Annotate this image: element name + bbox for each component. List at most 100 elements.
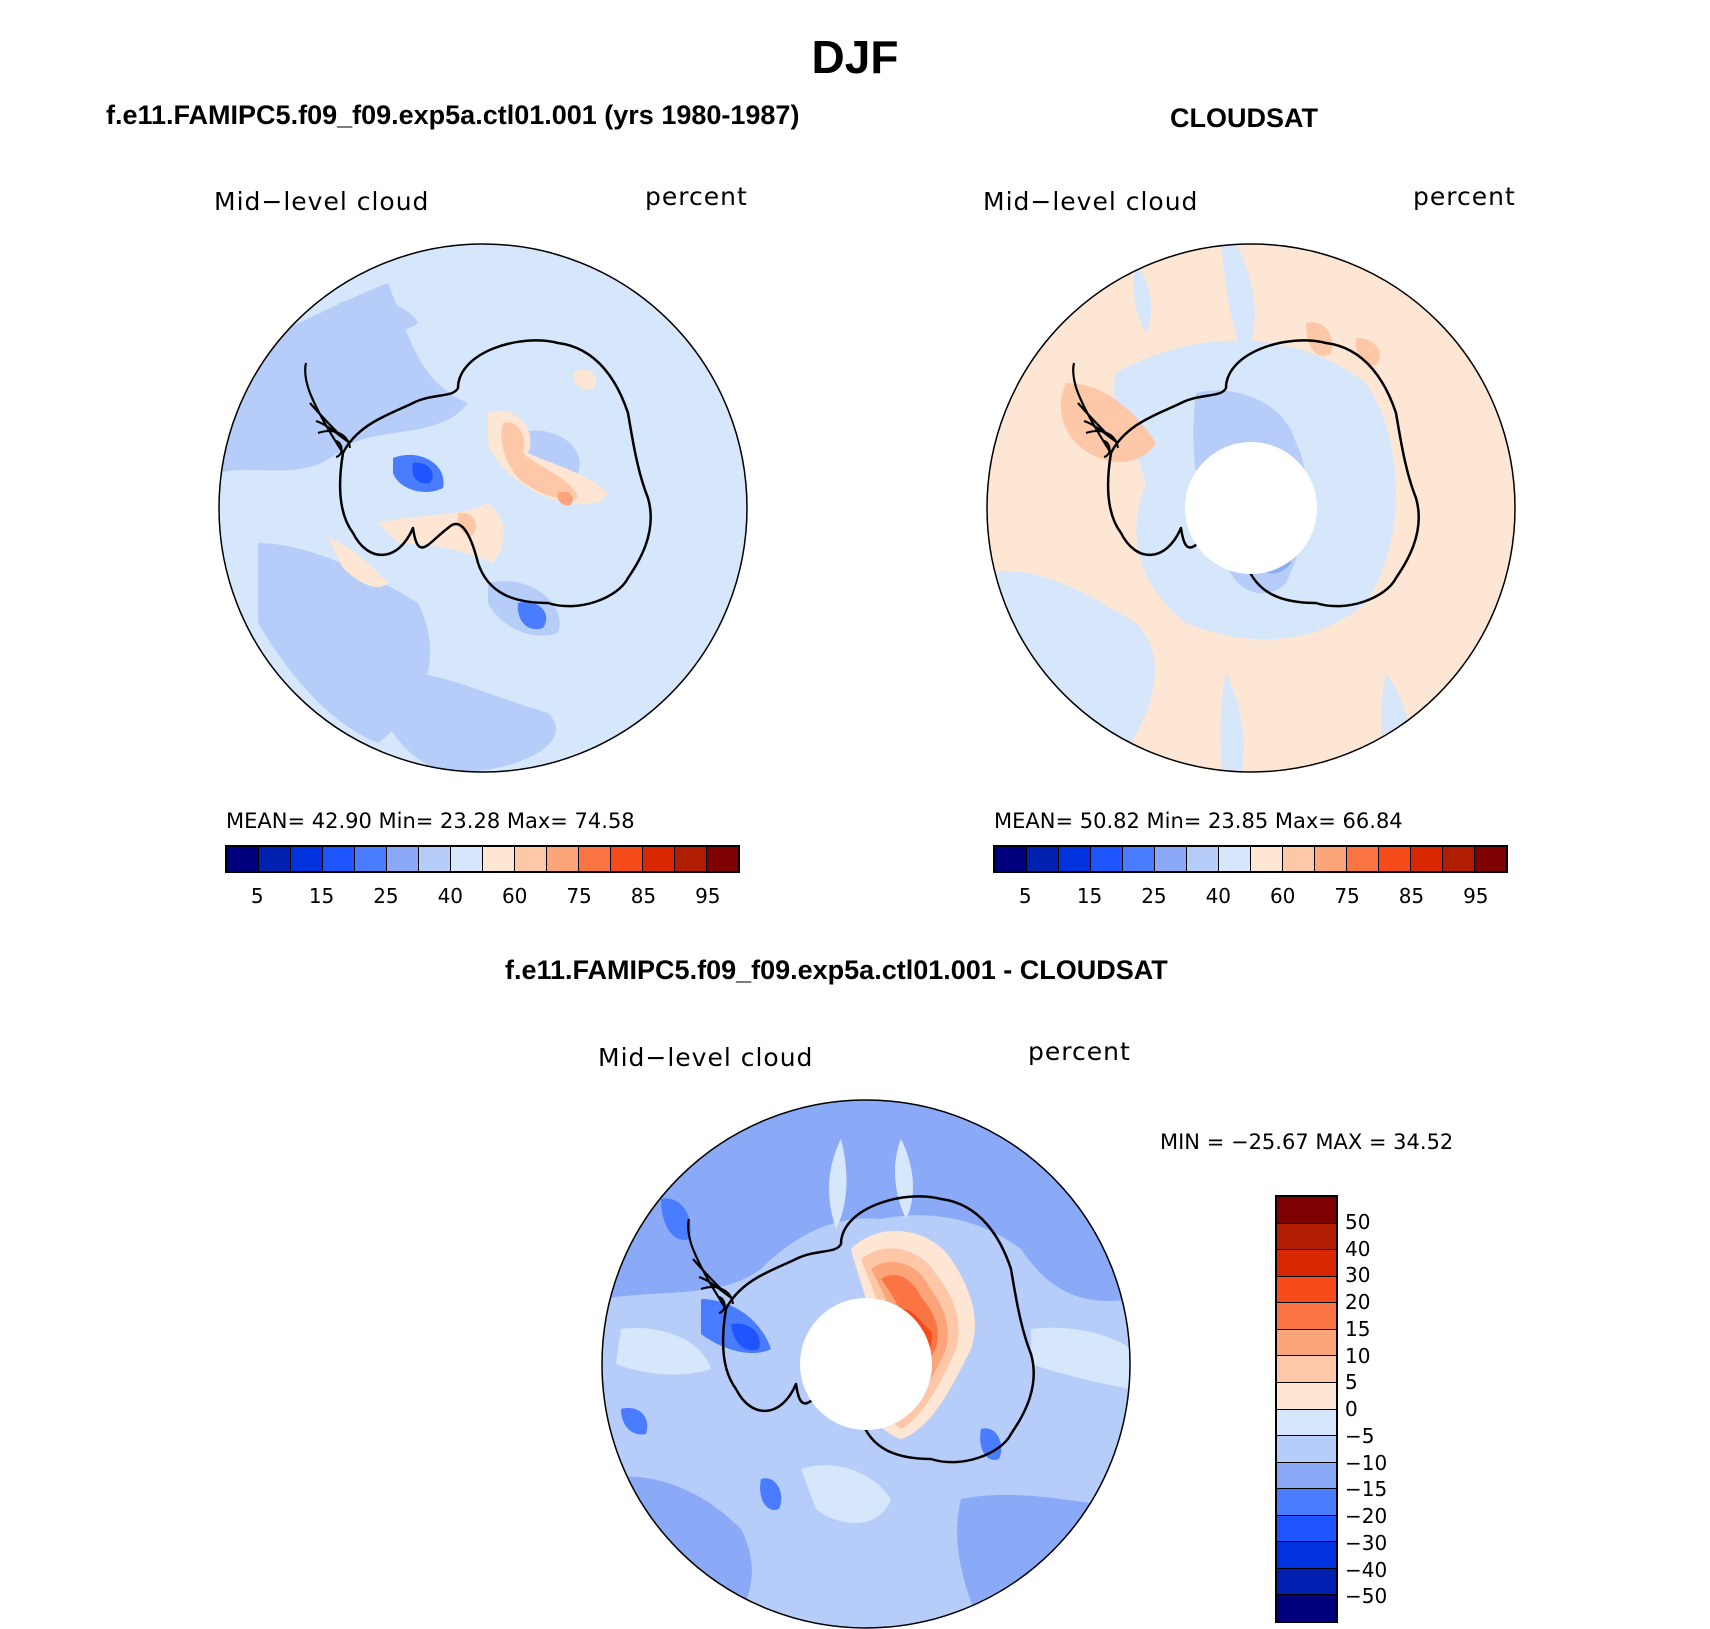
colorbar-box bbox=[1283, 847, 1315, 871]
colorbar-label: 30 bbox=[1345, 1263, 1371, 1288]
colorbar-box bbox=[1277, 1462, 1336, 1490]
colorbar-box bbox=[1277, 1356, 1336, 1383]
colorbar-label: 15 bbox=[1076, 884, 1103, 908]
colorbar-box bbox=[995, 847, 1027, 871]
colorbar-box bbox=[1277, 1382, 1336, 1410]
colorbar-label: 60 bbox=[1269, 884, 1296, 908]
colorbar-box bbox=[1277, 1250, 1336, 1277]
colorbar-label: 15 bbox=[1345, 1316, 1371, 1341]
colorbar-label: −30 bbox=[1345, 1530, 1388, 1555]
panel-2-variable: Mid−level cloud bbox=[983, 187, 1199, 216]
colorbar-box bbox=[291, 847, 323, 871]
panel-2-colorbar bbox=[993, 845, 1508, 873]
colorbar-box bbox=[1277, 1542, 1336, 1569]
colorbar-label: 25 bbox=[1141, 884, 1167, 908]
colorbar-box bbox=[1411, 847, 1443, 871]
colorbar-box bbox=[451, 847, 483, 871]
colorbar-box bbox=[227, 847, 259, 871]
colorbar-label: 25 bbox=[373, 884, 399, 908]
colorbar-box bbox=[483, 847, 515, 871]
panel-1-stats: MEAN= 42.90 Min= 23.28 Max= 74.58 bbox=[226, 809, 635, 833]
panel-1-units: percent bbox=[645, 182, 748, 211]
panel-3-title: f.e11.FAMIPC5.f09_f09.exp5a.ctl01.001 - … bbox=[505, 955, 1168, 985]
colorbar-label: 60 bbox=[501, 884, 528, 908]
colorbar-box bbox=[1277, 1223, 1336, 1251]
colorbar-box bbox=[1277, 1595, 1336, 1621]
colorbar-label: 0 bbox=[1345, 1397, 1358, 1421]
colorbar-box bbox=[1277, 1303, 1336, 1330]
colorbar-box bbox=[515, 847, 547, 871]
colorbar-box bbox=[1315, 847, 1347, 871]
colorbar-label: 40 bbox=[1345, 1236, 1371, 1261]
colorbar-label: −20 bbox=[1345, 1504, 1388, 1528]
colorbar-label: 75 bbox=[1334, 884, 1360, 908]
colorbar-box bbox=[259, 847, 291, 871]
panel-3-colorbar bbox=[1275, 1195, 1338, 1623]
colorbar-box bbox=[675, 847, 707, 871]
colorbar-box bbox=[1123, 847, 1155, 871]
colorbar-label: 75 bbox=[566, 884, 592, 908]
panel-3-polar-map bbox=[601, 1099, 1131, 1629]
colorbar-box bbox=[707, 847, 738, 871]
colorbar-label: 5 bbox=[1018, 884, 1032, 908]
colorbar-box bbox=[1155, 847, 1187, 871]
colorbar-label: 10 bbox=[1345, 1343, 1371, 1368]
colorbar-label: 95 bbox=[1463, 884, 1489, 908]
panel-1-title: f.e11.FAMIPC5.f09_f09.exp5a.ctl01.001 (y… bbox=[106, 100, 800, 130]
panel-3-colorbar-labels: 50 40 30 20 15 10 5 0 −5 −10 −15 −20 −30 −40 −50 bbox=[1345, 1195, 1415, 1623]
colorbar-box bbox=[1379, 847, 1411, 871]
colorbar-box bbox=[1443, 847, 1475, 871]
colorbar-label: 5 bbox=[1345, 1370, 1358, 1395]
colorbar-label: 40 bbox=[437, 884, 464, 908]
colorbar-label: −5 bbox=[1345, 1423, 1375, 1448]
colorbar-box bbox=[1277, 1436, 1336, 1463]
colorbar-box bbox=[579, 847, 611, 871]
panel-2-stats: MEAN= 50.82 Min= 23.85 Max= 66.84 bbox=[994, 809, 1403, 833]
panel-2-colorbar-labels: 5 15 25 40 60 75 85 95 bbox=[993, 884, 1508, 908]
colorbar-box bbox=[1251, 847, 1283, 871]
colorbar-box bbox=[1027, 847, 1059, 871]
colorbar-box bbox=[1277, 1329, 1336, 1357]
colorbar-box bbox=[611, 847, 643, 871]
colorbar-label: 5 bbox=[250, 884, 264, 908]
panel-2-title: CLOUDSAT bbox=[1170, 103, 1318, 133]
colorbar-label: −10 bbox=[1345, 1450, 1388, 1475]
panel-1-variable: Mid−level cloud bbox=[214, 187, 430, 216]
panel-1-polar-map bbox=[218, 243, 748, 773]
colorbar-box bbox=[1347, 847, 1379, 871]
colorbar-label: 40 bbox=[1205, 884, 1232, 908]
colorbar-box bbox=[1475, 847, 1506, 871]
colorbar-box bbox=[1277, 1197, 1336, 1224]
panel-1-colorbar-labels: 5 15 25 40 60 75 85 95 bbox=[225, 884, 740, 908]
panel-2-polar-map bbox=[986, 243, 1516, 773]
panel-1-colorbar bbox=[225, 845, 740, 873]
colorbar-label: 95 bbox=[695, 884, 721, 908]
colorbar-label: −40 bbox=[1345, 1557, 1388, 1582]
colorbar-box bbox=[1187, 847, 1219, 871]
colorbar-box bbox=[1277, 1489, 1336, 1516]
colorbar-box bbox=[1277, 1409, 1336, 1437]
colorbar-label: −50 bbox=[1345, 1584, 1388, 1609]
colorbar-label: −15 bbox=[1345, 1477, 1388, 1502]
panel-2-units: percent bbox=[1413, 182, 1516, 211]
colorbar-box bbox=[547, 847, 579, 871]
colorbar-label: 50 bbox=[1345, 1209, 1371, 1234]
colorbar-box bbox=[419, 847, 451, 871]
colorbar-label: 20 bbox=[1345, 1290, 1371, 1314]
colorbar-box bbox=[1091, 847, 1123, 871]
colorbar-box bbox=[1059, 847, 1091, 871]
colorbar-box bbox=[387, 847, 419, 871]
colorbar-box bbox=[643, 847, 675, 871]
panel-3-stats: MIN = −25.67 MAX = 34.52 bbox=[1160, 1130, 1454, 1154]
main-title: DJF bbox=[811, 31, 899, 83]
colorbar-label: 15 bbox=[308, 884, 335, 908]
colorbar-box bbox=[1277, 1568, 1336, 1596]
colorbar-box bbox=[323, 847, 355, 871]
colorbar-box bbox=[355, 847, 387, 871]
panel-3-units: percent bbox=[1028, 1037, 1131, 1066]
colorbar-label: 85 bbox=[630, 884, 657, 908]
colorbar-label: 85 bbox=[1398, 884, 1425, 908]
colorbar-box bbox=[1277, 1276, 1336, 1304]
colorbar-box bbox=[1277, 1515, 1336, 1543]
colorbar-box bbox=[1219, 847, 1251, 871]
